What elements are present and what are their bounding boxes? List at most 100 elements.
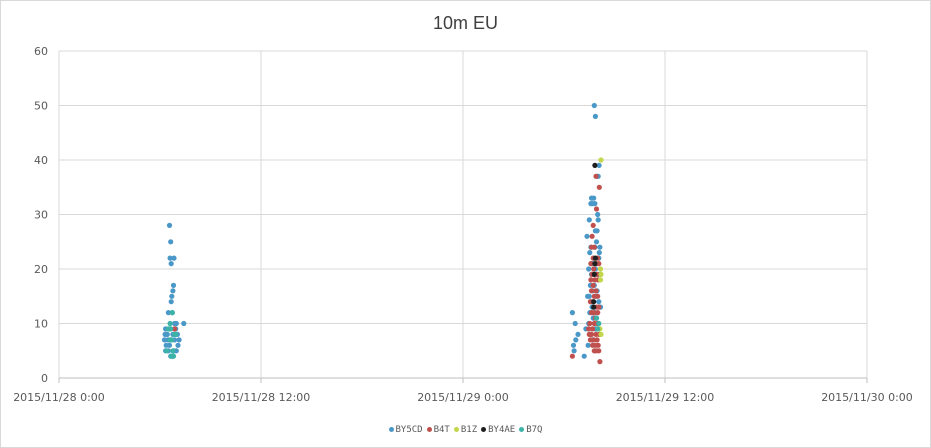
y-tick-label: 40 [34,154,48,167]
data-point-b7q [173,331,179,337]
data-point-b1z [598,157,604,163]
data-point-by5cd [585,342,591,348]
data-point-b1z [597,277,604,283]
data-point-b4t [596,184,602,190]
data-point-b4t [588,331,595,337]
x-tick-label: 2015/11/29 12:00 [616,391,715,404]
data-point-by5cd [586,217,592,223]
y-tick-label: 0 [41,372,48,385]
data-point-b4t [593,173,599,179]
data-point-by5cd [170,282,177,288]
data-point-by5cd [175,342,181,348]
data-point-b7q [170,353,177,359]
data-point-by4ae [592,261,598,267]
data-point-b4t [594,337,600,343]
legend-marker [388,427,394,432]
y-tick-label: 10 [34,318,48,331]
data-point-by4ae [592,255,599,261]
legend-item: B7Q [519,425,542,435]
data-point-b4t [589,233,595,239]
data-point-b1z [598,271,604,277]
data-point-by5cd [595,211,601,218]
x-tick-label: 2015/11/30 0:00 [821,391,913,404]
data-point-by5cd [165,310,171,316]
data-point-by5cd [596,299,602,305]
data-point-b4t [596,261,602,267]
data-point-b4t [595,310,601,316]
data-point-by5cd [168,261,174,267]
data-point-by5cd [166,222,173,228]
data-point-by5cd [591,195,597,201]
data-point-b4t [596,304,602,310]
data-point-b4t [586,326,592,332]
data-point-by4ae [591,271,597,277]
data-point-by5cd [166,342,173,348]
data-point-b4t [593,288,599,294]
data-point-by5cd [171,255,177,261]
data-point-b7q [168,326,174,332]
data-point-b4t [591,266,597,272]
data-point-by5cd [586,293,592,299]
data-point-by5cd [167,255,173,261]
data-point-by5cd [596,162,602,168]
data-point-by5cd [592,113,599,119]
data-point-b7q [164,348,170,354]
data-point-b4t [590,326,596,332]
x-tick-label: 2015/11/29 0:00 [417,391,509,404]
legend-marker [453,427,459,432]
data-point-b4t [590,282,596,288]
data-point-by5cd [168,299,174,305]
data-point-by5cd [575,331,581,337]
data-point-by5cd [594,228,600,234]
data-point-by5cd [173,320,179,327]
y-tick-label: 30 [34,209,48,222]
data-point-b4t [569,353,576,359]
legend-marker [519,427,525,432]
data-point-b7q [170,348,176,354]
data-point-b7q [595,326,601,332]
data-point-b4t [596,348,602,354]
data-point-by5cd [592,201,598,207]
data-point-b4t [591,244,597,250]
data-point-by5cd [570,342,577,348]
legend-marker [481,427,487,432]
data-point-b4t [595,293,601,299]
legend-label: B1Z [460,425,478,435]
data-point-b4t [587,320,593,327]
legend-item: BY4AE [481,425,515,435]
data-point-by5cd [170,288,176,294]
legend-label: B7Q [526,425,543,435]
data-point-by5cd [573,337,579,343]
legend-label: B4T [433,425,450,435]
data-point-by5cd [597,244,603,250]
data-point-b7q [593,315,600,321]
data-point-by4ae [591,299,597,305]
chart-title: 10m EU [432,13,499,33]
data-point-by5cd [595,217,601,223]
data-point-by5cd [593,239,600,245]
data-point-b4t [591,310,597,316]
legend-item: B1Z [453,425,478,435]
legend-label: BY5CD [395,425,423,435]
data-point-b7q [169,310,175,316]
y-tick-label: 50 [34,100,48,113]
data-point-b7q [167,320,173,327]
data-point-b7q [169,337,175,343]
data-point-by5cd [169,293,175,299]
data-point-by5cd [596,250,602,256]
data-point-by5cd [571,348,577,354]
data-point-by5cd [181,320,187,327]
data-point-b4t [588,288,595,294]
data-point-by5cd [572,320,578,327]
data-point-b4t [172,326,178,332]
data-point-b4t [595,342,601,348]
data-point-by5cd [584,233,590,239]
data-point-b4t [588,261,594,267]
data-point-b4t [593,206,600,212]
data-point-by5cd [176,337,182,343]
legend-item: B4T [426,425,450,435]
data-point-b4t [597,359,603,365]
data-point-by5cd [591,102,597,109]
y-tick-label: 20 [34,263,48,276]
